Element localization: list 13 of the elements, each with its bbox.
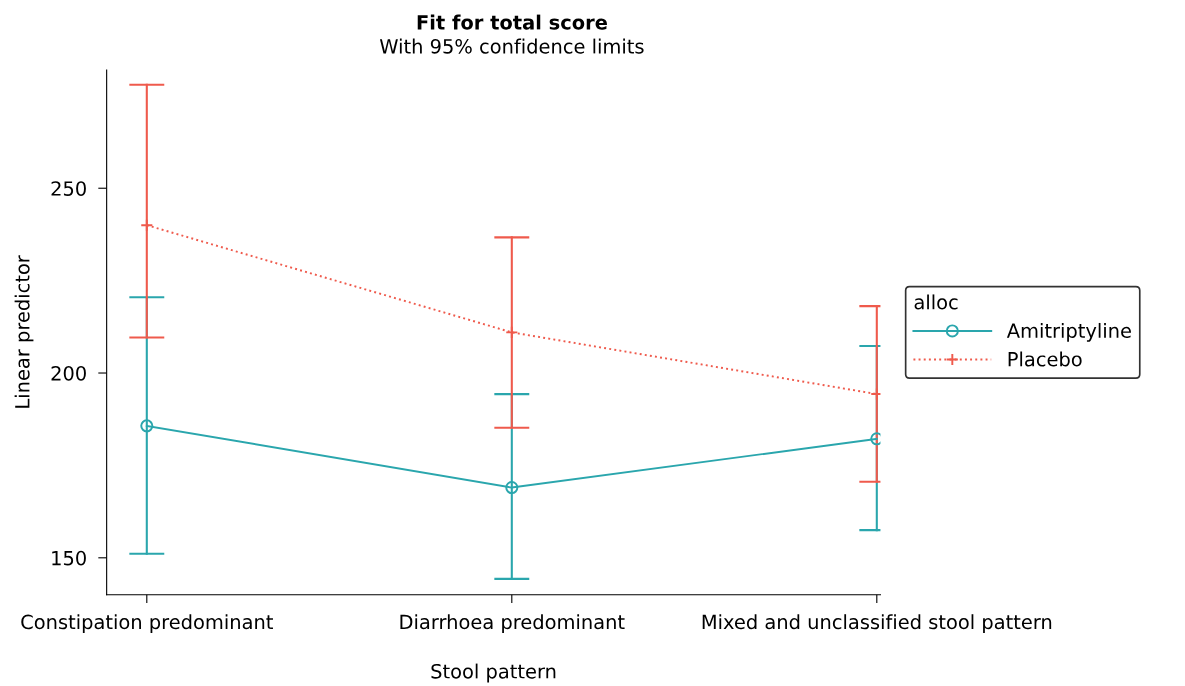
legend-label: Amitriptyline <box>1006 322 1131 342</box>
y-axis-title: Linear predictor <box>14 255 34 408</box>
chart-title: Fit for total score <box>417 14 607 30</box>
x-tick-label: Constipation predominant <box>21 614 273 634</box>
x-tick-label: Mixed and unclassified stool pattern <box>702 614 1052 634</box>
legend-title: alloc <box>914 294 958 310</box>
x-axis-title: Stool pattern <box>431 663 556 683</box>
x-tick-label: Diarrhoea predominant <box>400 614 625 634</box>
chart-subtitle: With 95% confidence limits <box>379 38 644 54</box>
y-tick-label: 150 <box>52 550 86 566</box>
y-tick-label: 200 <box>51 365 86 381</box>
y-tick-label: 250 <box>51 181 86 196</box>
legend-label: Placebo <box>1008 351 1082 367</box>
